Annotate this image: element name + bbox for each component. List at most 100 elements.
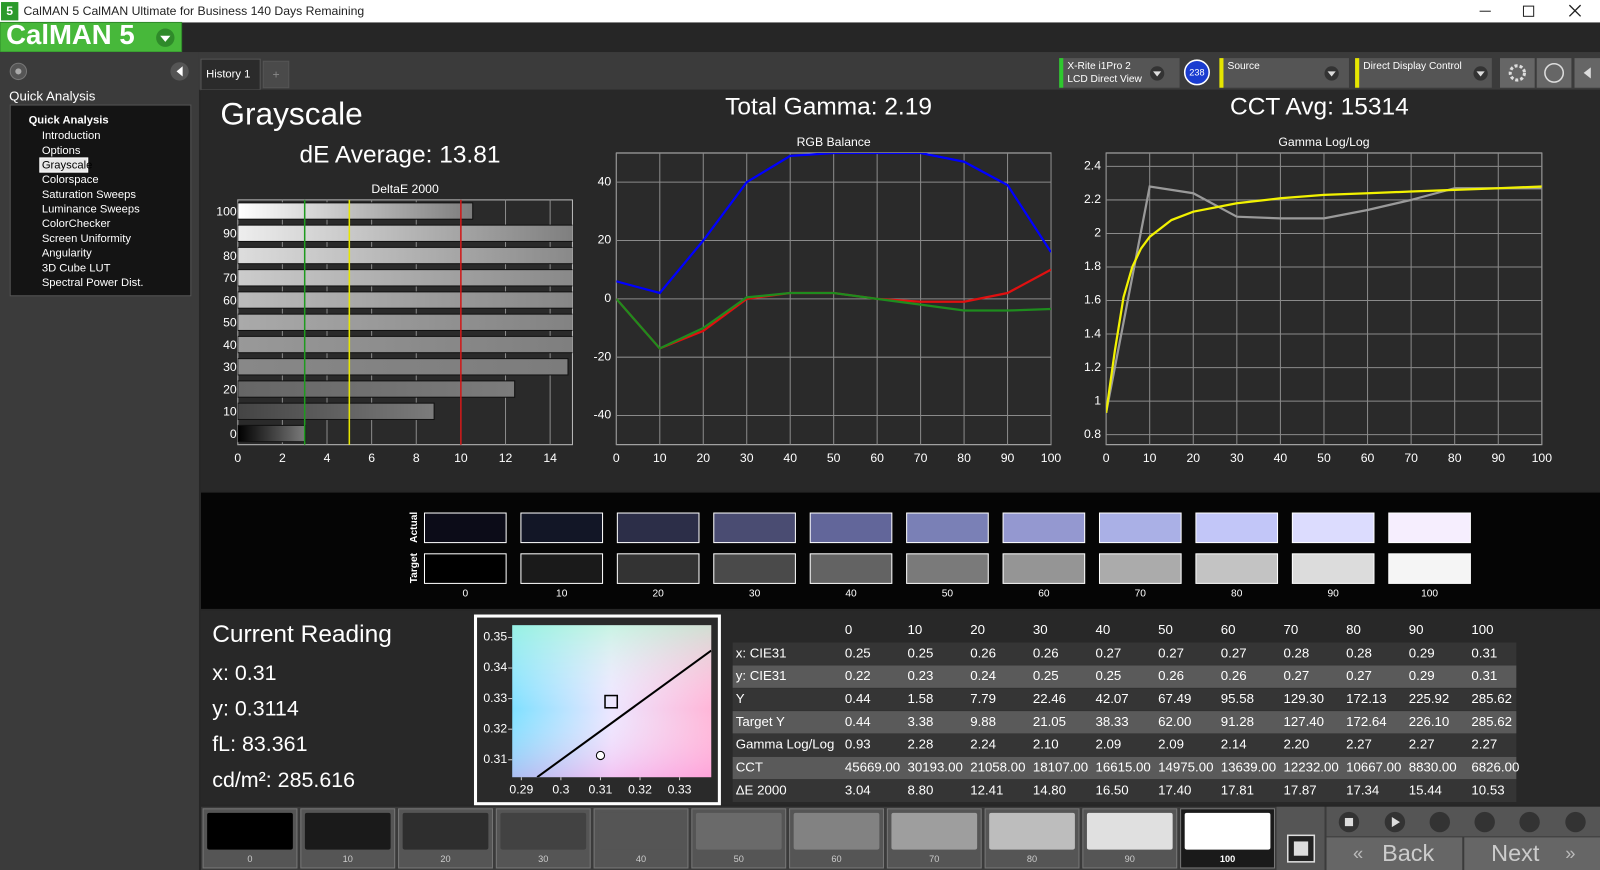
table-cell: 172.64	[1346, 714, 1387, 729]
table-cell: 1.58	[908, 691, 934, 706]
tree-item[interactable]: Spectral Power Dist.	[42, 277, 144, 289]
tree-item[interactable]: Grayscale	[42, 160, 93, 172]
patch-color	[598, 812, 684, 850]
table-cell: 2.28	[908, 737, 934, 752]
table-cell: 12232.00	[1283, 760, 1338, 775]
actual-swatch	[1098, 512, 1182, 544]
table-row	[732, 779, 1517, 803]
actual-swatch	[520, 512, 604, 544]
sidebar-home-dot	[15, 68, 22, 75]
patch-label: 30	[538, 854, 548, 864]
check-button[interactable]	[1565, 811, 1586, 833]
table-cell: 17.87	[1283, 782, 1316, 797]
table-cell: 21.05	[1033, 714, 1066, 729]
swatch-level: 90	[1327, 588, 1339, 599]
table-cell: 285.62	[1471, 714, 1512, 729]
record-icon	[1344, 817, 1354, 827]
table-cell: 2.20	[1283, 737, 1309, 752]
meter-badge[interactable]	[1183, 59, 1210, 86]
table-cell: 0.44	[845, 714, 871, 729]
loop-button[interactable]	[1474, 811, 1495, 833]
close-button[interactable]	[1568, 4, 1582, 17]
title-bar	[0, 0, 1600, 23]
tree-item[interactable]: Saturation Sweeps	[42, 189, 137, 201]
table-cell: 8830.00	[1409, 760, 1457, 775]
x-tick-label: 0	[1103, 451, 1110, 465]
y-tick-label: 0	[230, 427, 237, 441]
table-cell: 0.26	[970, 645, 996, 660]
x-tick-label: 0.31	[589, 783, 613, 797]
target-swatch	[1291, 553, 1375, 584]
actual-swatch	[809, 512, 893, 544]
y-tick-label: 80	[223, 249, 237, 263]
patch-color	[207, 812, 293, 850]
display-selector[interactable]	[1355, 58, 1492, 88]
reading-value: y: 0.3114	[212, 697, 299, 721]
table-cell: 2.09	[1158, 737, 1184, 752]
table-cell: 3.38	[908, 714, 934, 729]
tab[interactable]	[200, 58, 261, 91]
y-tick-label: 30	[223, 360, 237, 374]
x-tick-label: 80	[957, 451, 971, 465]
x-tick-label: 0.32	[628, 783, 652, 797]
table-cell: 129.30	[1283, 691, 1324, 706]
logo[interactable]	[0, 21, 183, 53]
maximize-button[interactable]	[1522, 5, 1535, 17]
table-row	[732, 688, 1517, 711]
table-header: 30	[1033, 622, 1048, 637]
next-icon: »	[1565, 843, 1575, 864]
tree-item[interactable]: Luminance Sweeps	[42, 204, 140, 216]
tree-item[interactable]: Angularity	[42, 248, 92, 260]
actual-swatch	[906, 512, 989, 544]
table-row-label: Y	[736, 691, 745, 706]
x-tick-label: 10	[653, 451, 667, 465]
target-swatch	[616, 553, 700, 584]
tree-item[interactable]: Colorspace	[42, 174, 99, 186]
next-button[interactable]	[1464, 837, 1600, 870]
table-row	[732, 665, 1517, 688]
y-tick-label: 0.34	[483, 660, 507, 674]
swatch-level: 10	[556, 588, 568, 599]
tree-item[interactable]: Options	[42, 145, 81, 157]
swatch-level: 0	[462, 588, 468, 599]
swatch-level: 70	[1135, 588, 1147, 599]
y-tick-label: 50	[223, 316, 237, 330]
tree-item[interactable]: Introduction	[42, 130, 101, 142]
total-gamma: Total Gamma: 2.19	[725, 94, 932, 121]
back-button[interactable]	[1326, 837, 1463, 870]
tree-item[interactable]: 3D Cube LUT	[42, 262, 111, 274]
y-tick-label: 0.35	[483, 630, 507, 644]
x-tick-label: 0	[234, 451, 241, 465]
table-header: 50	[1158, 622, 1173, 637]
x-tick-label: 0.33	[668, 783, 692, 797]
table-cell: 2.24	[970, 737, 996, 752]
x-tick-label: 90	[1491, 451, 1505, 465]
play-icon	[1391, 816, 1400, 828]
tree-item[interactable]: Screen Uniformity	[42, 233, 132, 245]
tree-item[interactable]: ColorChecker	[42, 218, 111, 230]
chart-title: RGB Balance	[797, 135, 871, 149]
refresh-button[interactable]	[1519, 811, 1540, 833]
help-button[interactable]	[1536, 58, 1572, 88]
target-swatch	[1098, 553, 1182, 584]
tree-group[interactable]: Quick Analysis	[29, 114, 109, 126]
x-tick-label: 10	[454, 451, 468, 465]
y-tick-label: -20	[594, 349, 612, 363]
meter-name: X-Rite i1Pro 2	[1067, 61, 1131, 72]
table-cell: 14975.00	[1158, 760, 1213, 775]
y-tick-label: 40	[598, 174, 612, 188]
x-tick-label: 20	[696, 451, 710, 465]
actual-swatch	[1195, 512, 1279, 544]
add-tab[interactable]	[262, 60, 290, 89]
target-swatch	[423, 553, 507, 584]
y-tick-label: 0.31	[483, 752, 507, 766]
blackbody-locus	[536, 649, 712, 778]
range-button[interactable]	[1429, 811, 1450, 833]
settings-button[interactable]	[1500, 58, 1535, 88]
x-tick-label: 30	[1230, 451, 1244, 465]
x-tick-label: 40	[783, 451, 797, 465]
patch-label: 50	[734, 854, 744, 864]
x-tick-label: 70	[1404, 451, 1418, 465]
swatch-level: 30	[749, 588, 761, 599]
